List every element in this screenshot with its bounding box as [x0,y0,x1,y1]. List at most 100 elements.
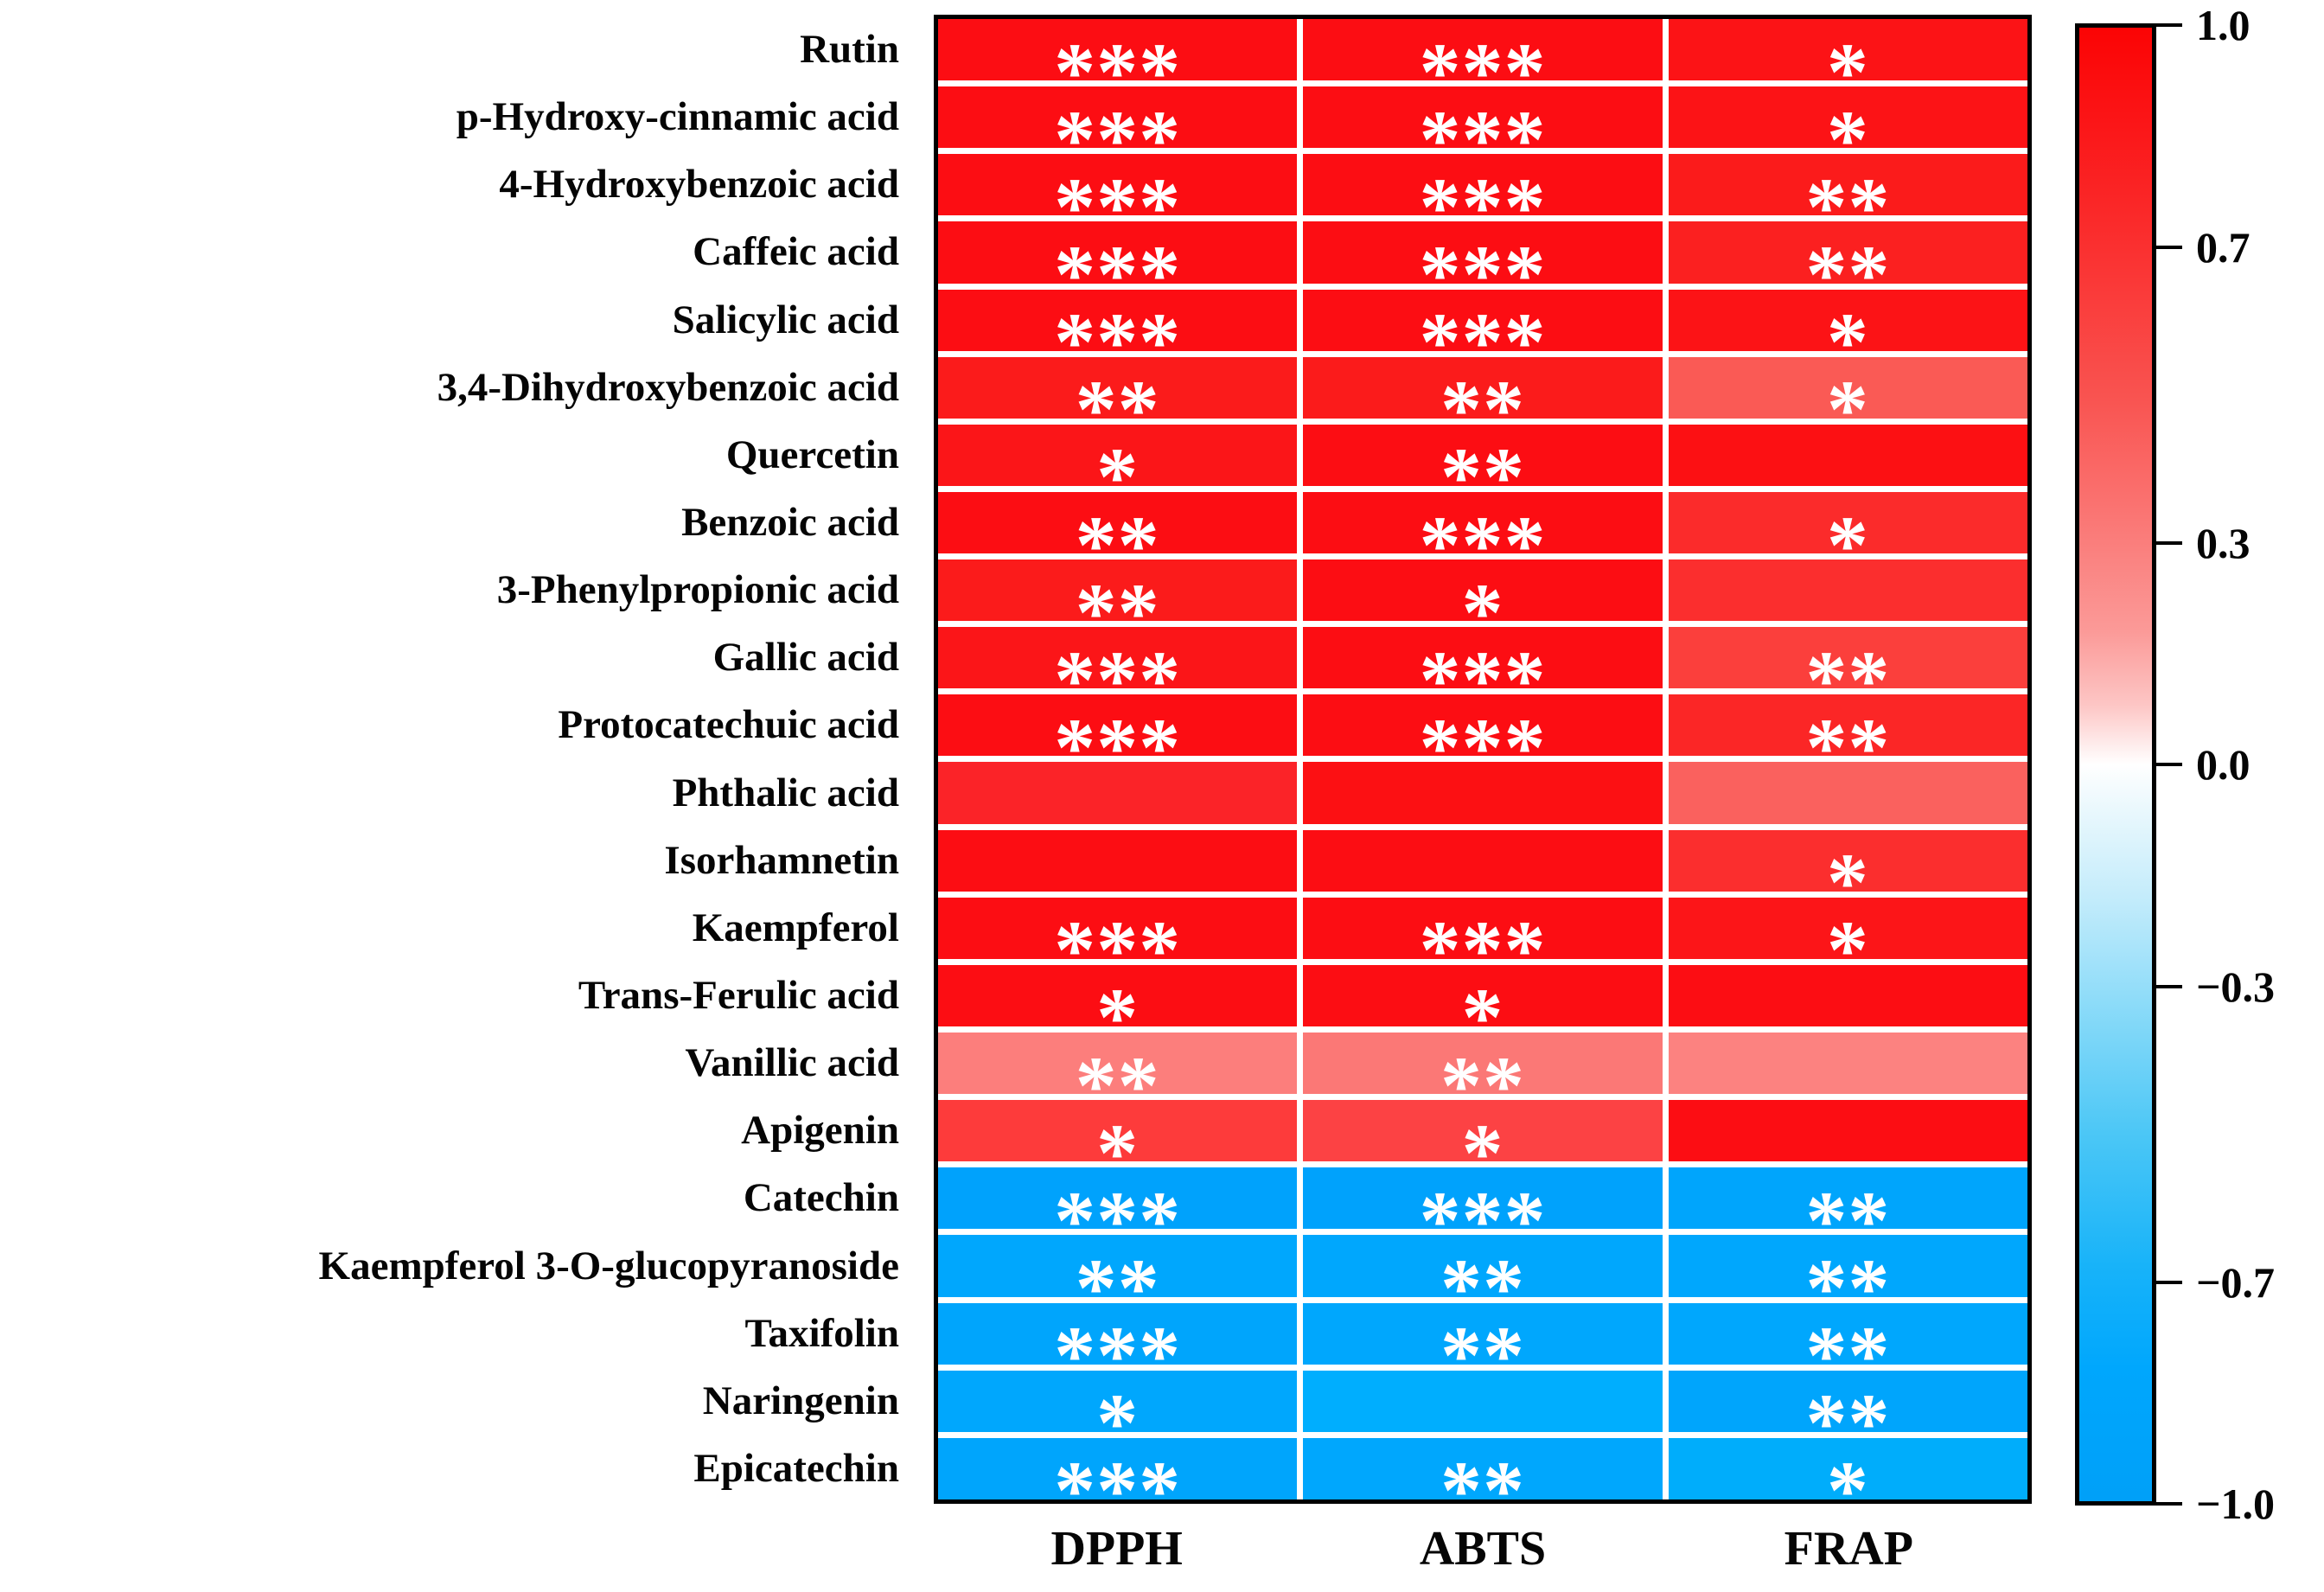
heatmap-cell: * [1668,1437,2027,1532]
heatmap-cell [1303,829,1663,892]
row-label: 3-Phenylpropionic acid [496,567,899,613]
heatmap-cell: ** [1668,694,2027,789]
heatmap-cell: * [1668,356,2027,451]
colorbar-tick-mark [2155,245,2182,249]
row-label: Phthalic acid [672,770,899,815]
row-label: Catechin [743,1175,899,1221]
heatmap-cell: ** [1303,1033,1663,1127]
colorbar-tick-label: 1.0 [2196,1,2251,49]
heatmap-cell: *** [938,1437,1298,1532]
heatmap-cell: *** [1303,154,1663,248]
row-labels-column: Rutin p-Hydroxy-cinnamic acid 4-Hydroxyben… [0,19,913,1499]
heatmap-grid: *** *** * *** *** * *** *** ** *** *** ** *** *** * ** *… [934,15,2032,1532]
heatmap-cell [1668,964,2027,1027]
heatmap-cell [1303,762,1663,824]
heatmap-cell [1668,559,2027,622]
heatmap-cell: ** [1303,1235,1663,1330]
heatmap-cell: *** [938,221,1298,316]
heatmap-cell: ** [938,356,1298,451]
row-label: Kaempferol 3-O-glucopyranoside [318,1243,899,1288]
heatmap-cell [1668,1100,2027,1162]
heatmap-cell: * [1668,491,2027,586]
heatmap-cell: ** [1303,356,1663,451]
heatmap-cell: *** [1303,86,1663,181]
column-label-dpph: DPPH [1050,1522,1183,1576]
heatmap-cell: * [938,1370,1298,1465]
row-label: Epicatechin [693,1445,899,1491]
heatmap-cell: ** [1668,1302,2027,1397]
heatmap-cell: *** [938,1302,1298,1397]
colorbar-tick-mark [2155,984,2182,988]
heatmap-cell: *** [1303,491,1663,586]
row-label: Benzoic acid [681,500,899,546]
heatmap-cell: ** [1668,1235,2027,1330]
heatmap-cell [1668,1033,2027,1095]
heatmap-cell: ** [938,559,1298,654]
row-label: Salicylic acid [672,297,899,342]
colorbar-tick-label: 0.0 [2196,740,2251,789]
row-label: Isorhamnetin [664,837,899,883]
heatmap-cell: * [1668,19,2027,113]
heatmap-cell: * [938,424,1298,519]
heatmap-cell: * [1303,1100,1663,1194]
heatmap-cell: * [1668,289,2027,384]
heatmap-cell: *** [938,1167,1298,1262]
heatmap-cell: *** [938,86,1298,181]
column-label-frap: FRAP [1784,1522,1913,1576]
colorbar-tick-label: −1.0 [2196,1480,2275,1528]
heatmap-cell [1668,424,2027,486]
heatmap-cell: *** [1303,221,1663,316]
colorbar-tick-mark [2155,1280,2182,1284]
heatmap-cell: * [1668,897,2027,992]
row-label: Rutin [800,27,899,73]
row-label: Trans-Ferulic acid [578,972,899,1018]
row-label: 4-Hydroxybenzoic acid [499,162,899,208]
heatmap-cell: ** [1303,1302,1663,1397]
row-label: Quercetin [725,432,899,477]
heatmap-cell: * [1303,559,1663,654]
heatmap-cell: ** [938,1235,1298,1330]
heatmap-cell: ** [1668,1167,2027,1262]
colorbar-tick-mark [2155,23,2182,27]
heatmap-cell: *** [938,289,1298,384]
row-label: Vanillic acid [685,1040,899,1086]
colorbar-tick-mark [2155,763,2182,766]
heatmap-cell: * [1668,86,2027,181]
heatmap-cell: *** [938,154,1298,248]
row-label: p-Hydroxy-cinnamic acid [456,94,899,140]
heatmap-cell: ** [1668,154,2027,248]
heatmap-cell: * [1668,829,2027,924]
colorbar [2075,23,2156,1506]
row-label: 3,4-Dihydroxybenzoic acid [437,364,899,410]
heatmap-cell: ** [1668,1370,2027,1465]
heatmap-cell: ** [1668,627,2027,721]
heatmap-cell: *** [938,627,1298,721]
row-label: Kaempferol [692,905,899,950]
colorbar-tick-label: 0.7 [2196,222,2251,272]
row-label: Gallic acid [712,635,899,681]
heatmap-cell [1303,1370,1663,1432]
heatmap-cell: ** [938,491,1298,586]
heatmap-cell: * [938,1100,1298,1194]
heatmap-cell: * [938,964,1298,1059]
heatmap-cell: ** [1668,221,2027,316]
heatmap-cell: ** [938,1033,1298,1127]
heatmap-cell: *** [1303,627,1663,721]
heatmap-cell: *** [1303,694,1663,789]
column-label-abts: ABTS [1419,1522,1547,1576]
heatmap-cell: * [1303,964,1663,1059]
heatmap-cell: ** [1303,424,1663,519]
heatmap-cell [938,762,1298,824]
heatmap-cell [1668,762,2027,824]
heatmap-cell [938,829,1298,892]
colorbar-tick-label: 0.3 [2196,518,2251,567]
row-label: Protocatechuic acid [558,702,899,748]
row-label: Apigenin [741,1108,899,1154]
row-label: Naringenin [702,1378,899,1423]
colorbar-tick-label: −0.7 [2196,1257,2275,1307]
heatmap-cell: *** [938,897,1298,992]
heatmap-cell: *** [1303,1167,1663,1262]
column-labels-row: DPPH ABTS FRAP [934,1518,2032,1579]
heatmap-cell: *** [938,694,1298,789]
